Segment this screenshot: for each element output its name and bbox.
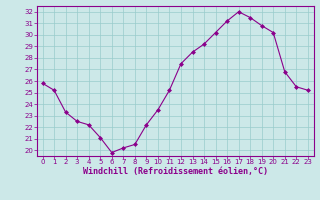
X-axis label: Windchill (Refroidissement éolien,°C): Windchill (Refroidissement éolien,°C) [83, 167, 268, 176]
